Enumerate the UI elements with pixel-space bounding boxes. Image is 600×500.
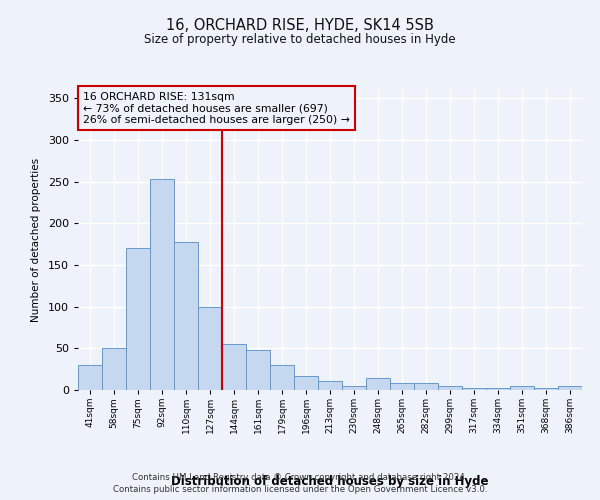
Text: Size of property relative to detached houses in Hyde: Size of property relative to detached ho… <box>144 32 456 46</box>
Bar <box>462 388 486 390</box>
Bar <box>342 386 366 390</box>
Bar <box>270 365 294 390</box>
Bar <box>318 381 342 390</box>
Y-axis label: Number of detached properties: Number of detached properties <box>31 158 41 322</box>
Bar <box>510 386 534 390</box>
Bar <box>486 388 510 390</box>
Bar <box>78 365 102 390</box>
Text: Contains HM Land Registry data © Crown copyright and database right 2024.
Contai: Contains HM Land Registry data © Crown c… <box>113 472 487 494</box>
Bar <box>366 378 390 390</box>
Bar <box>150 179 174 390</box>
Bar <box>438 386 462 390</box>
Bar <box>294 376 318 390</box>
Bar <box>198 306 222 390</box>
Bar <box>126 248 150 390</box>
Bar <box>222 344 246 390</box>
Bar <box>102 348 126 390</box>
Text: 16 ORCHARD RISE: 131sqm
← 73% of detached houses are smaller (697)
26% of semi-d: 16 ORCHARD RISE: 131sqm ← 73% of detache… <box>83 92 350 124</box>
X-axis label: Distribution of detached houses by size in Hyde: Distribution of detached houses by size … <box>171 475 489 488</box>
Bar <box>390 384 414 390</box>
Bar <box>558 386 582 390</box>
Bar <box>246 350 270 390</box>
Bar <box>534 388 558 390</box>
Text: 16, ORCHARD RISE, HYDE, SK14 5SB: 16, ORCHARD RISE, HYDE, SK14 5SB <box>166 18 434 32</box>
Bar <box>414 384 438 390</box>
Bar <box>174 242 198 390</box>
